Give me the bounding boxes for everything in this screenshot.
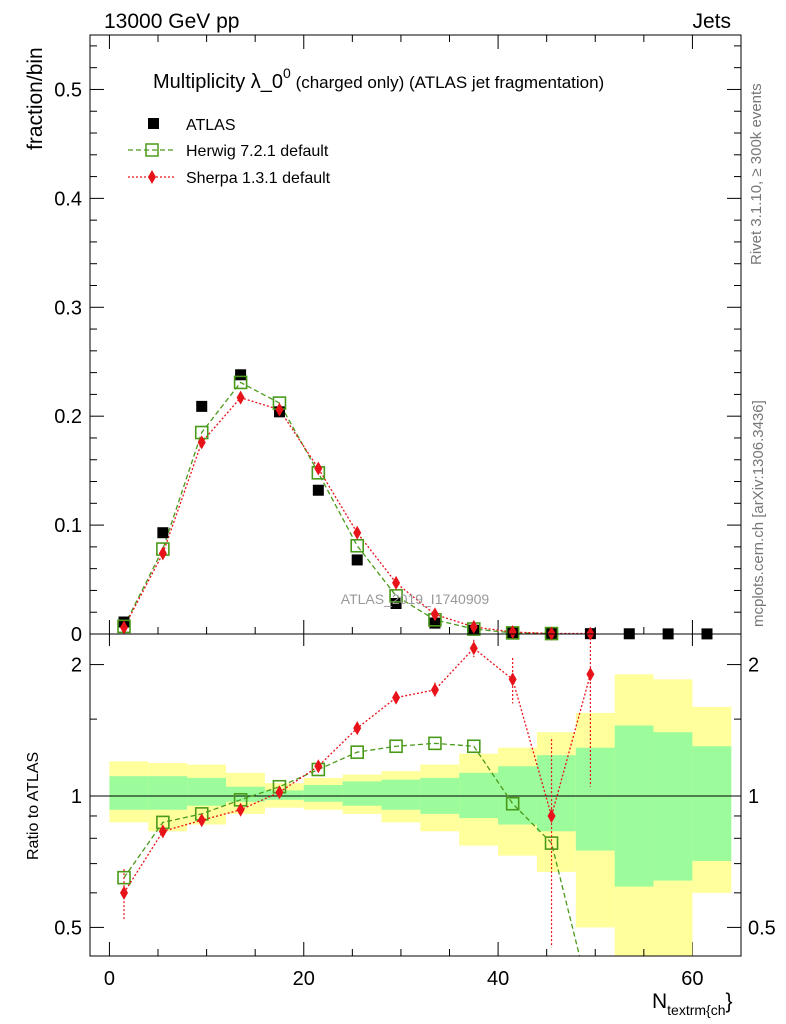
chart-title-tail: (charged only) (ATLAS jet fragmentation) — [291, 73, 604, 92]
ratio-band-inner — [459, 772, 499, 819]
herwig-ratio-point — [505, 796, 520, 811]
y-tick-label: 0.1 — [54, 515, 82, 537]
sherpa-ratio-point — [275, 785, 284, 800]
ratio-tick-label-right: 2 — [748, 655, 759, 677]
atlas-point — [390, 598, 402, 610]
y-tick-label: 0 — [71, 624, 82, 646]
herwig-point — [350, 538, 365, 553]
herwig-ratio-point — [350, 745, 365, 759]
rivet-label: Rivet 3.1.10, ≥ 300k events — [748, 83, 765, 265]
x-axis-label-main: N — [652, 990, 667, 1013]
legend-marker-herwig — [145, 143, 159, 157]
header-left: 13000 GeV pp — [104, 10, 239, 33]
legend: ATLAS Herwig 7.2.1 default Sherpa 1.3.1 … — [128, 117, 331, 187]
analysis-watermark: ATLAS_2019_I1740909 — [341, 591, 490, 607]
herwig-ratio-point — [428, 736, 442, 751]
ratio-axis-label: Ratio to ATLAS — [25, 752, 42, 860]
ratio-band-inner — [653, 732, 693, 881]
sherpa-point — [275, 402, 284, 417]
ratio-band-inner — [575, 747, 615, 851]
sherpa-point — [314, 461, 323, 476]
x-axis-label-close: } — [726, 990, 733, 1013]
ratio-band-inner — [692, 746, 732, 861]
atlas-point — [235, 369, 247, 381]
sherpa-point — [120, 620, 129, 635]
ratio-tick-label-right: 1 — [748, 786, 759, 808]
x-tick-label: 40 — [487, 968, 509, 990]
ratio-band-inner — [536, 755, 576, 832]
ratio-tick-label-right: 0.5 — [748, 917, 776, 939]
sherpa-point — [353, 525, 362, 540]
ratio-band-inner — [381, 779, 421, 810]
herwig-point — [389, 589, 403, 603]
sherpa-point — [469, 619, 478, 634]
ratio-tick-label-left: 1 — [71, 786, 82, 808]
sherpa-ratio-point — [158, 824, 167, 839]
atlas-point — [429, 617, 441, 629]
ratio-band-inner — [614, 725, 654, 887]
y-tick-label: 0.2 — [54, 406, 82, 428]
x-tick-label: 0 — [104, 968, 115, 990]
sherpa-ratio-point — [197, 813, 206, 828]
atlas-point — [351, 554, 363, 566]
ratio-tick-label-left: 0.5 — [54, 917, 82, 939]
atlas-point — [157, 527, 169, 539]
header-right: Jets — [692, 10, 731, 33]
herwig-ratio-point — [389, 739, 403, 754]
ratio-band-inner — [303, 784, 343, 802]
sherpa-ratio-point — [120, 885, 129, 900]
y-tick-label: 0.5 — [54, 79, 82, 101]
sherpa-point — [547, 626, 556, 641]
main-panel: 0 0.1 0.2 0.3 0.4 0.5 — [54, 35, 741, 956]
y-tick-label: 0.3 — [54, 297, 82, 319]
sherpa-ratio-point — [547, 808, 556, 823]
herwig-ratio-point — [466, 739, 481, 754]
sherpa-ratio-point — [469, 641, 478, 656]
mcplots-label: mcplots.cern.ch [arXiv:1306.3436] — [750, 400, 767, 627]
sherpa-ratio-point — [353, 721, 362, 736]
legend-label-sherpa: Sherpa 1.3.1 default — [186, 170, 331, 187]
sherpa-point — [236, 390, 245, 405]
x-axis-label-sub: textrm{ch — [667, 1002, 725, 1018]
ratio-frame — [89, 633, 742, 957]
y-tick-label: 0.4 — [54, 188, 82, 210]
x-tick-label: 60 — [681, 968, 703, 990]
herwig-ratio-point — [544, 836, 559, 850]
sherpa-ratio-point — [314, 759, 323, 774]
legend-marker-atlas — [148, 118, 159, 129]
y-axis-label: fraction/bin — [24, 47, 47, 150]
chart-title-sup: 0 — [283, 65, 291, 81]
ratio-panel: 0 20 40 60 0.5 0.5 1 1 2 2 — [54, 634, 776, 990]
atlas-point — [196, 400, 208, 412]
atlas-point — [312, 484, 324, 496]
ratio-band-inner — [342, 781, 382, 806]
sherpa-point — [197, 435, 206, 450]
herwig-ratio-point — [117, 870, 131, 885]
ratio-tick-label-left: 2 — [71, 655, 82, 677]
sherpa-ratio-point — [586, 667, 595, 682]
sherpa-point — [508, 625, 517, 640]
sherpa-ratio-point — [508, 672, 517, 687]
sherpa-point — [158, 546, 167, 561]
ratio-band-inner — [498, 766, 537, 825]
x-tick-label: 20 — [293, 968, 315, 990]
ratio-band-inner — [264, 790, 304, 800]
ratio-band-inner — [148, 776, 188, 810]
herwig-point — [233, 375, 248, 390]
sherpa-point — [392, 575, 401, 590]
sherpa-ratio-point — [392, 690, 401, 705]
legend-label-atlas: ATLAS — [186, 117, 236, 134]
ratio-band-inner — [187, 777, 227, 806]
ratio-band-inner — [109, 776, 149, 810]
x-axis-label: Ntextrm{ch} — [652, 990, 733, 1018]
sherpa-ratio-point — [236, 802, 245, 817]
chart-title-main: Multiplicity λ_0 — [153, 71, 283, 93]
chart-title: Multiplicity λ_00 (charged only) (ATLAS … — [153, 65, 604, 93]
legend-label-herwig: Herwig 7.2.1 default — [186, 143, 329, 160]
sherpa-ratio-point — [430, 682, 439, 697]
legend-marker-sherpa — [148, 170, 156, 184]
sherpa-point — [430, 607, 439, 622]
